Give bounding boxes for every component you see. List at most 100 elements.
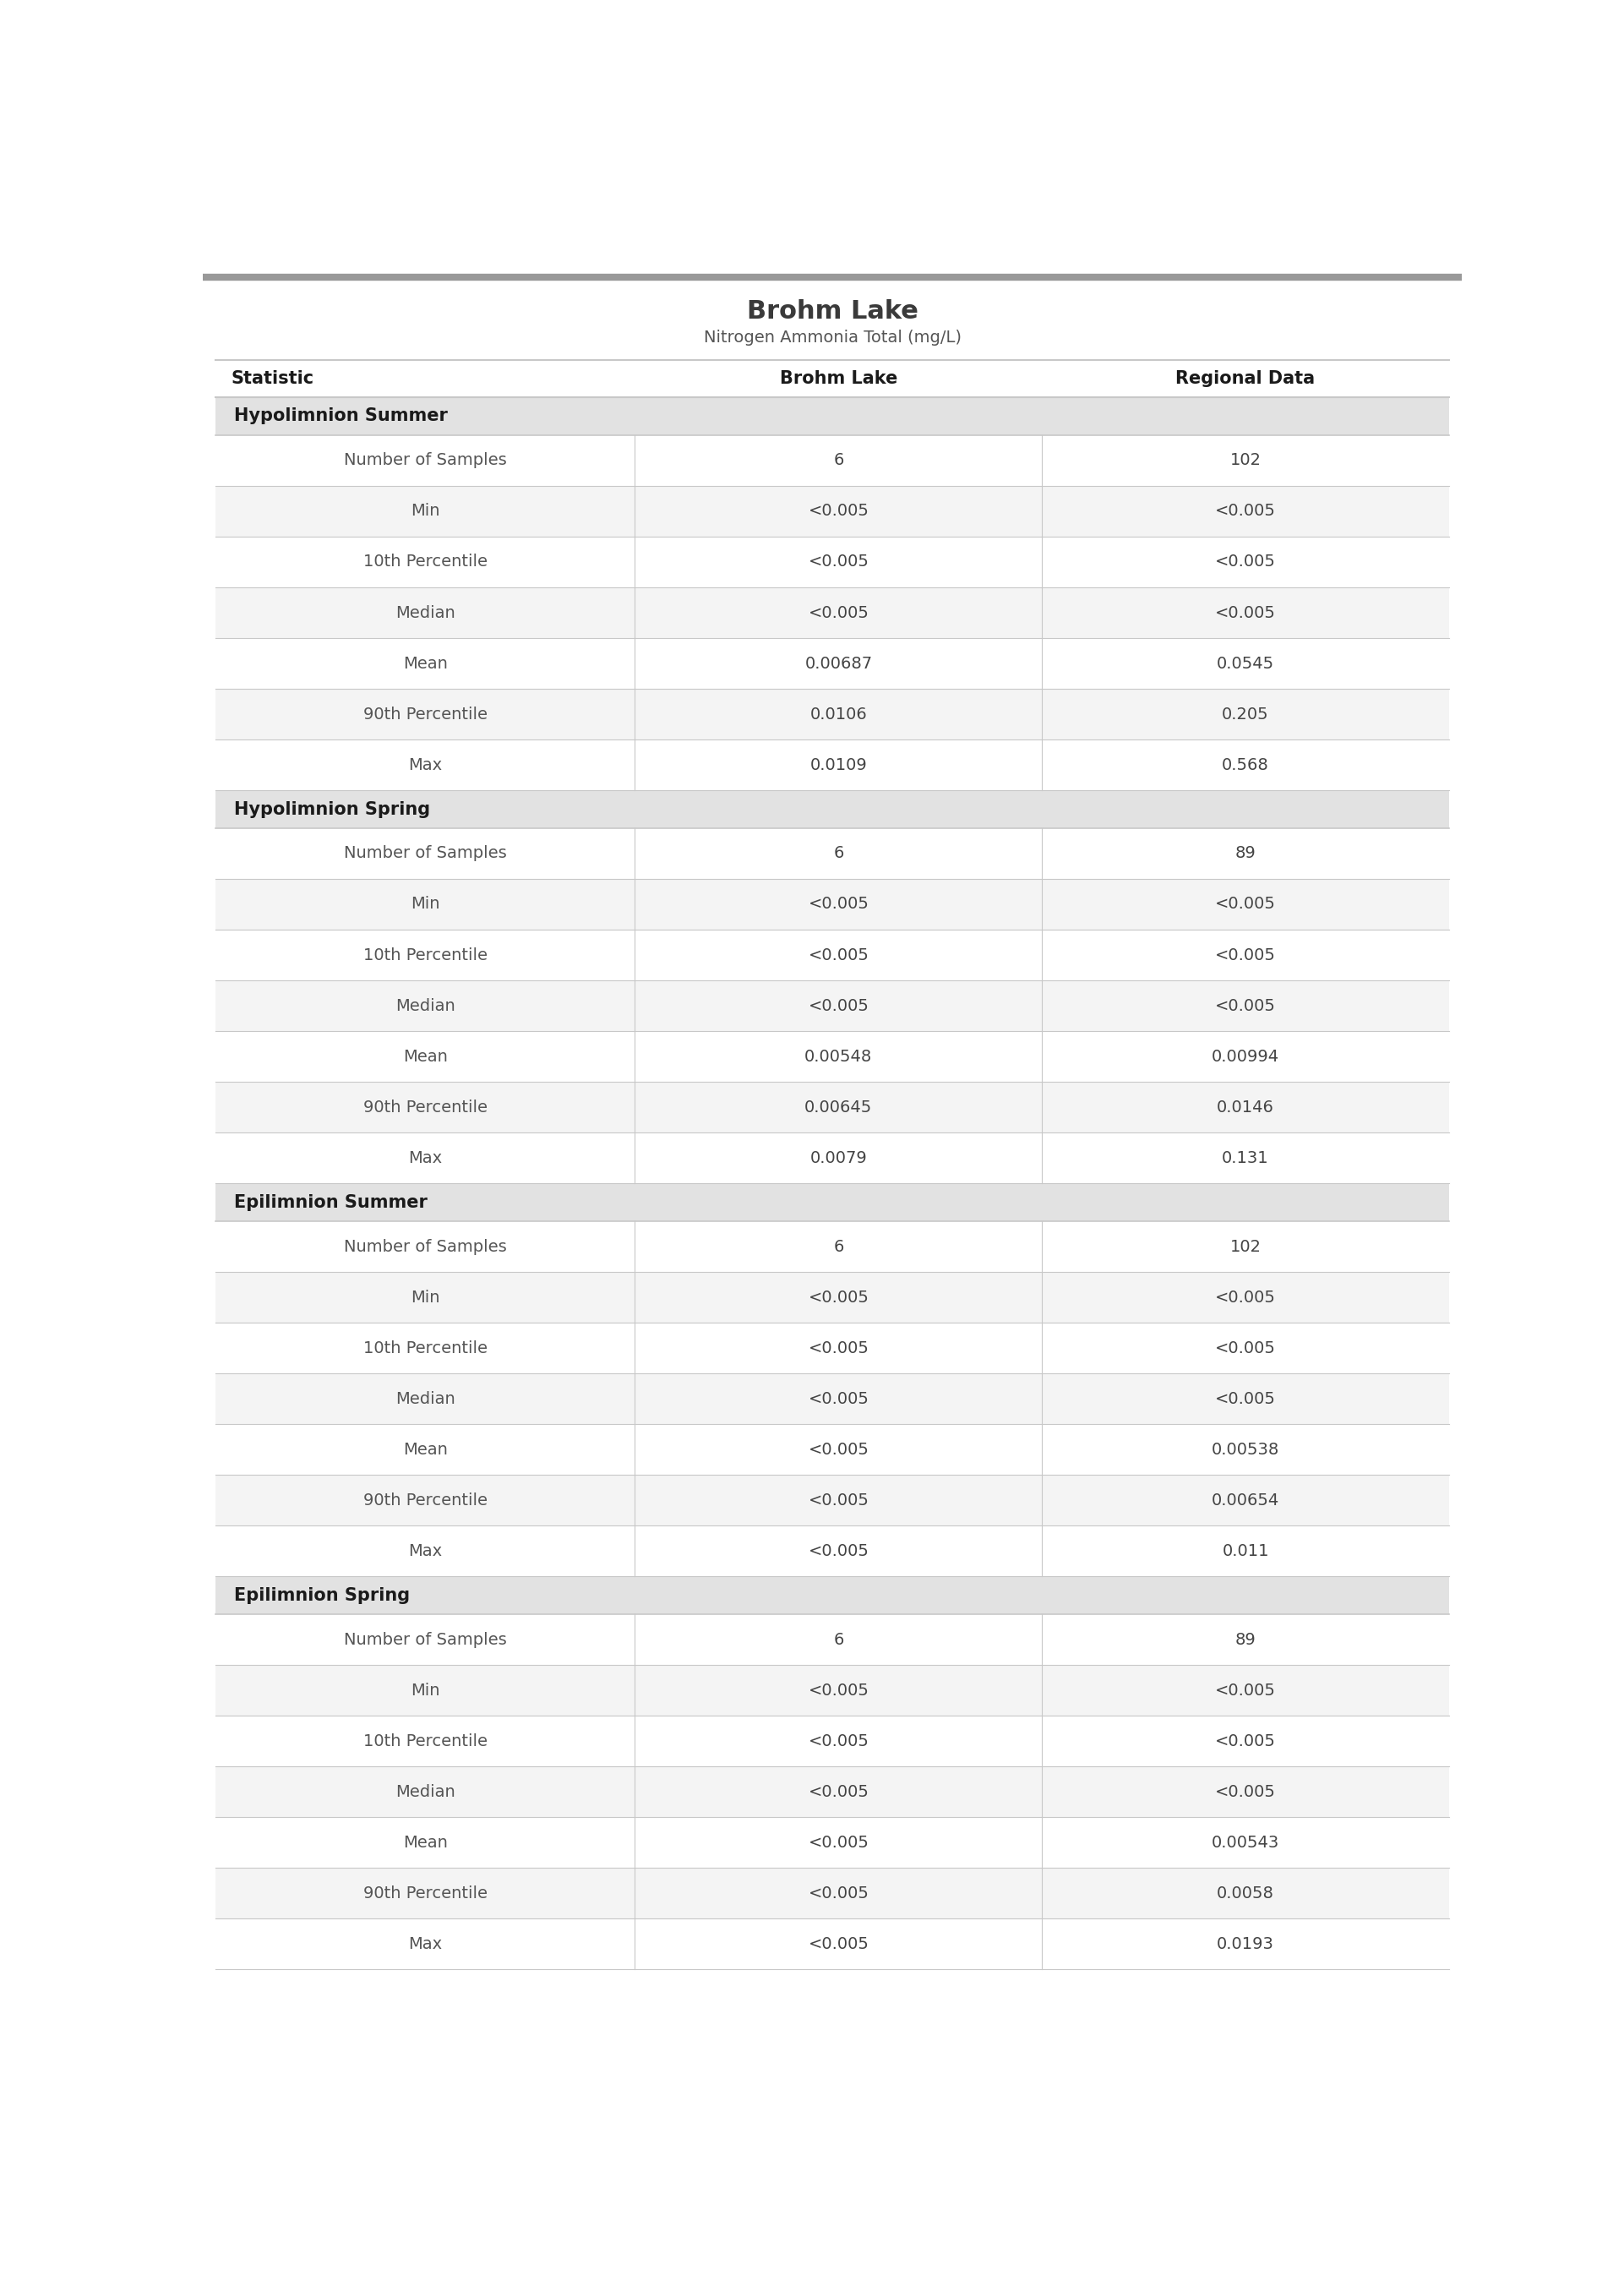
- Text: <0.005: <0.005: [809, 897, 869, 913]
- Bar: [216, 588, 1449, 638]
- Bar: [216, 1183, 1449, 1221]
- Text: Mean: Mean: [403, 1834, 448, 1850]
- Text: <0.005: <0.005: [1215, 1732, 1276, 1750]
- Text: Statistic: Statistic: [231, 370, 313, 386]
- Text: <0.005: <0.005: [1215, 504, 1276, 520]
- Text: <0.005: <0.005: [1215, 604, 1276, 620]
- Bar: [216, 790, 1449, 829]
- Text: Max: Max: [408, 1544, 442, 1559]
- Text: Min: Min: [411, 1289, 440, 1305]
- Text: Number of Samples: Number of Samples: [344, 1632, 507, 1648]
- Text: 90th Percentile: 90th Percentile: [364, 1099, 487, 1115]
- Bar: [216, 688, 1449, 740]
- Text: <0.005: <0.005: [1215, 947, 1276, 962]
- Text: Min: Min: [411, 1682, 440, 1698]
- Text: <0.005: <0.005: [809, 1936, 869, 1952]
- Text: 0.00994: 0.00994: [1212, 1049, 1280, 1065]
- Text: <0.005: <0.005: [809, 604, 869, 620]
- Text: Max: Max: [408, 1151, 442, 1167]
- Text: 0.00548: 0.00548: [804, 1049, 872, 1065]
- Bar: [216, 878, 1449, 931]
- Text: <0.005: <0.005: [809, 1886, 869, 1902]
- Bar: [216, 981, 1449, 1031]
- Text: Brohm Lake: Brohm Lake: [780, 370, 898, 386]
- Text: Max: Max: [408, 756, 442, 774]
- Bar: [216, 740, 1449, 790]
- Text: 0.131: 0.131: [1221, 1151, 1268, 1167]
- Text: 0.205: 0.205: [1221, 706, 1268, 722]
- Text: 10th Percentile: 10th Percentile: [364, 947, 487, 962]
- Text: 10th Percentile: 10th Percentile: [364, 554, 487, 570]
- Text: 0.0193: 0.0193: [1216, 1936, 1275, 1952]
- Text: 0.0146: 0.0146: [1216, 1099, 1275, 1115]
- Text: 89: 89: [1234, 844, 1255, 863]
- Text: 102: 102: [1229, 1239, 1262, 1255]
- Text: Hypolimnion Summer: Hypolimnion Summer: [234, 409, 448, 424]
- Text: 0.011: 0.011: [1221, 1544, 1268, 1559]
- Text: Min: Min: [411, 897, 440, 913]
- Text: <0.005: <0.005: [809, 1339, 869, 1355]
- Text: Hypolimnion Spring: Hypolimnion Spring: [234, 801, 430, 817]
- Bar: [216, 1664, 1449, 1716]
- Bar: [216, 1031, 1449, 1083]
- Bar: [216, 486, 1449, 536]
- Text: Brohm Lake: Brohm Lake: [747, 300, 918, 322]
- Bar: [216, 1766, 1449, 1818]
- Text: Min: Min: [411, 504, 440, 520]
- Text: 6: 6: [833, 844, 844, 863]
- Bar: [216, 1323, 1449, 1373]
- Text: <0.005: <0.005: [1215, 999, 1276, 1015]
- Text: <0.005: <0.005: [1215, 1784, 1276, 1800]
- Text: <0.005: <0.005: [1215, 1392, 1276, 1407]
- Text: Median: Median: [395, 1392, 455, 1407]
- Text: 0.568: 0.568: [1221, 756, 1268, 774]
- Text: <0.005: <0.005: [809, 1392, 869, 1407]
- Bar: [216, 1868, 1449, 1918]
- Text: 102: 102: [1229, 452, 1262, 468]
- Bar: [216, 1083, 1449, 1133]
- Text: <0.005: <0.005: [1215, 1289, 1276, 1305]
- Text: <0.005: <0.005: [809, 1544, 869, 1559]
- Text: Median: Median: [395, 604, 455, 620]
- Text: 0.00538: 0.00538: [1212, 1441, 1280, 1457]
- Text: <0.005: <0.005: [809, 1491, 869, 1507]
- Text: 0.00654: 0.00654: [1212, 1491, 1280, 1507]
- Text: Max: Max: [408, 1936, 442, 1952]
- Text: 0.00687: 0.00687: [804, 656, 872, 672]
- Text: 90th Percentile: 90th Percentile: [364, 1886, 487, 1902]
- Bar: [216, 1133, 1449, 1183]
- Bar: [216, 1575, 1449, 1614]
- Text: Number of Samples: Number of Samples: [344, 1239, 507, 1255]
- Text: <0.005: <0.005: [809, 1289, 869, 1305]
- Text: Nitrogen Ammonia Total (mg/L): Nitrogen Ammonia Total (mg/L): [703, 329, 961, 345]
- Bar: [216, 436, 1449, 486]
- Text: Mean: Mean: [403, 1441, 448, 1457]
- Text: 10th Percentile: 10th Percentile: [364, 1339, 487, 1355]
- Text: Regional Data: Regional Data: [1176, 370, 1315, 386]
- Text: <0.005: <0.005: [809, 554, 869, 570]
- Text: Mean: Mean: [403, 1049, 448, 1065]
- Text: Number of Samples: Number of Samples: [344, 452, 507, 468]
- Text: <0.005: <0.005: [809, 947, 869, 962]
- Text: Median: Median: [395, 1784, 455, 1800]
- Bar: [216, 1614, 1449, 1664]
- Bar: [216, 1373, 1449, 1423]
- Text: <0.005: <0.005: [809, 504, 869, 520]
- Bar: [216, 1918, 1449, 1970]
- Bar: [216, 931, 1449, 981]
- Text: 0.0109: 0.0109: [810, 756, 867, 774]
- Text: 0.00543: 0.00543: [1212, 1834, 1280, 1850]
- Text: 6: 6: [833, 1239, 844, 1255]
- Text: Epilimnion Summer: Epilimnion Summer: [234, 1194, 427, 1210]
- Text: Median: Median: [395, 999, 455, 1015]
- Text: 90th Percentile: 90th Percentile: [364, 1491, 487, 1507]
- Text: 6: 6: [833, 452, 844, 468]
- Bar: [216, 638, 1449, 688]
- Text: <0.005: <0.005: [809, 1834, 869, 1850]
- Text: 90th Percentile: 90th Percentile: [364, 706, 487, 722]
- Bar: [216, 397, 1449, 436]
- Text: Number of Samples: Number of Samples: [344, 844, 507, 863]
- Bar: [216, 1716, 1449, 1766]
- Text: Epilimnion Spring: Epilimnion Spring: [234, 1587, 411, 1605]
- Bar: [216, 1221, 1449, 1271]
